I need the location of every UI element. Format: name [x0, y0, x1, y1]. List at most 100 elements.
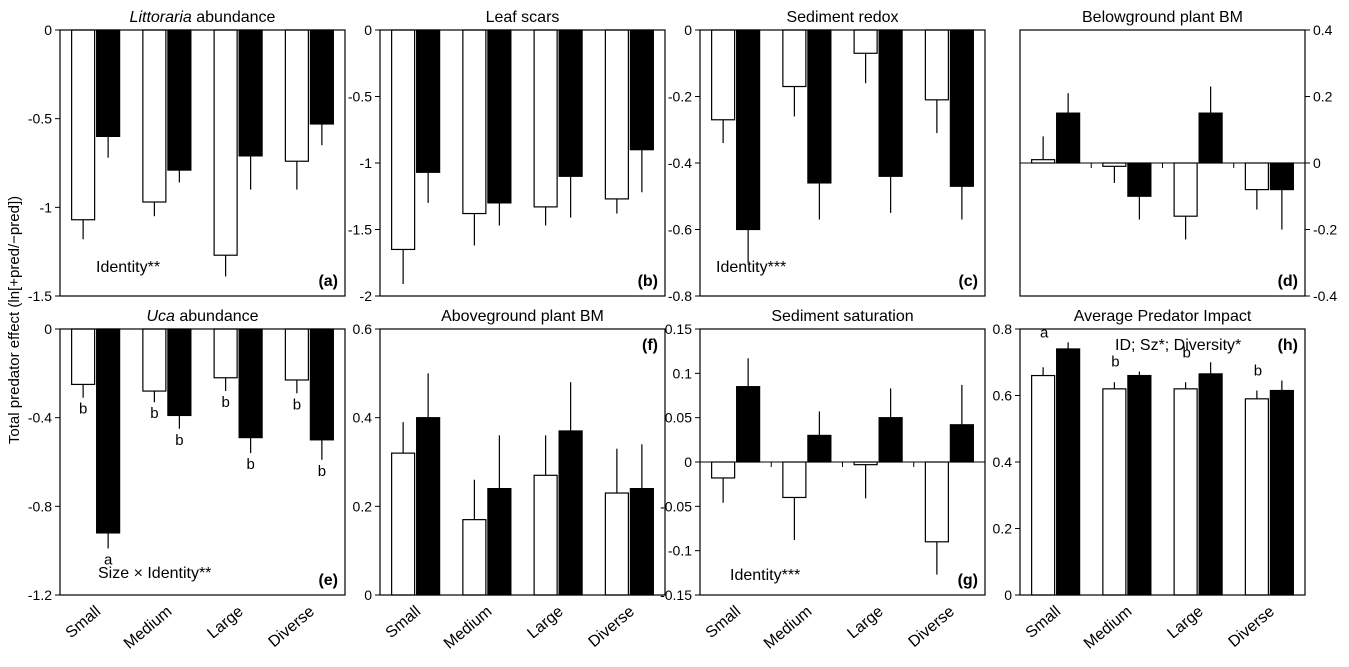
- stats-annotation: Size × Identity**: [98, 565, 211, 582]
- x-tick-label: Medium: [121, 603, 176, 653]
- bar-diverse-s1: [604, 492, 629, 596]
- bar-medium-s2: [167, 29, 192, 171]
- panel-title: Aboveground plant BM: [441, 308, 604, 325]
- panel-title: Average Predator Impact: [1074, 308, 1252, 325]
- panel-e: Uca abundancebabbbbbb0-0.4-0.8-1.2(e)Siz…: [28, 308, 346, 653]
- y-tick-label: 0: [684, 454, 692, 470]
- panel-f: Aboveground plant BM 0 0.2 0.4 0.6 (f) Small Me…: [353, 308, 666, 653]
- y-tick-label: -0.8: [28, 498, 52, 514]
- panel-letter: (a): [318, 273, 338, 290]
- x-tick-label: Diverse: [1225, 603, 1278, 651]
- stats-annotation: ID; Sz*; Diversity*: [1115, 337, 1241, 354]
- y-tick-label: 0.4: [353, 410, 373, 426]
- bar-diverse-s1: [1244, 398, 1269, 596]
- panel-title: Littoraria abundance: [130, 9, 276, 26]
- panel-letter: (d): [1278, 273, 1298, 290]
- x-tick-label: Large: [524, 603, 566, 642]
- bar-diverse-s2: [1269, 389, 1294, 596]
- bar-large-s2: [878, 417, 903, 463]
- panel-b: Leaf scars 0 -0.5 -1 -1.5 -2 (b): [348, 9, 666, 304]
- bar-large-s1: [1173, 388, 1198, 596]
- bar-large-s1: [533, 29, 558, 208]
- y-tick-label: 0.05: [665, 410, 692, 426]
- bar-small-s1: [711, 29, 736, 121]
- significance-letter: b: [318, 463, 326, 480]
- x-tick-label: Small: [383, 603, 425, 642]
- bar-large-s2: [878, 29, 903, 177]
- bar-diverse-s2: [949, 424, 974, 463]
- bar-medium-s2: [807, 434, 832, 463]
- bar-large-s2: [238, 328, 263, 439]
- bar-large-s1: [533, 474, 558, 596]
- y-tick-label: -0.5: [28, 111, 52, 127]
- y-tick-label: 0.6: [993, 388, 1013, 404]
- panel-letter: (h): [1278, 337, 1298, 354]
- y-tick-label: 0: [1004, 587, 1012, 603]
- bar-diverse-s2: [1269, 162, 1294, 191]
- bar-medium-s2: [1127, 162, 1152, 197]
- panel-a: Littoraria abundance 0 -0.5 -1 -1.5 (a) Identi…: [28, 9, 346, 304]
- panel-letter: (c): [958, 273, 978, 290]
- x-tick-label: Medium: [761, 603, 816, 653]
- y-tick-label: 0: [44, 321, 52, 337]
- significance-letter: b: [221, 394, 229, 411]
- bar-diverse-s1: [924, 461, 949, 543]
- plot-frame: [59, 328, 346, 596]
- bar-diverse-s2: [629, 29, 654, 151]
- panel-title: Sediment redox: [786, 9, 898, 26]
- x-tick-label: Small: [1023, 603, 1065, 642]
- bar-large-s1: [1173, 162, 1198, 217]
- x-tick-label: Small: [703, 603, 745, 642]
- y-tick-label: 0.6: [353, 321, 373, 337]
- bar-diverse-s1: [924, 29, 949, 101]
- panel-letter: (f): [642, 337, 658, 354]
- bar-small-s1: [711, 461, 736, 479]
- bar-diverse-s1: [284, 29, 309, 162]
- bar-small-s2: [736, 29, 761, 231]
- bar-medium-s1: [782, 461, 807, 499]
- y-tick-label: 0: [1313, 155, 1321, 171]
- bar-small-s2: [416, 29, 441, 173]
- x-tick-label: Large: [1164, 603, 1206, 642]
- bar-diverse-s1: [1244, 162, 1269, 191]
- x-tick-label: Diverse: [905, 603, 958, 651]
- significance-letter: b: [1182, 344, 1190, 361]
- significance-letter: b: [246, 456, 254, 473]
- significance-letter: b: [1111, 354, 1119, 371]
- plot-frame: [379, 328, 666, 596]
- y-tick-label: -0.5: [348, 89, 372, 105]
- panel-letter: (g): [958, 572, 978, 589]
- bar-small-s2: [1056, 112, 1081, 164]
- significance-letter: b: [175, 432, 183, 449]
- bar-medium-s1: [782, 29, 807, 88]
- bar-medium-s1: [462, 519, 487, 596]
- y-tick-label: -1: [40, 199, 53, 215]
- significance-letter: b: [79, 401, 87, 418]
- x-tick-label: Small: [63, 603, 105, 642]
- bar-diverse-s2: [949, 29, 974, 187]
- panel-title: Belowground plant BM: [1082, 9, 1243, 26]
- bar-large-s2: [238, 29, 263, 157]
- bar-medium-s1: [142, 29, 167, 203]
- y-tick-label: -0.15: [660, 587, 692, 603]
- plot-frame: [59, 29, 346, 297]
- bar-diverse-s1: [284, 328, 309, 381]
- y-tick-label: 0.4: [993, 454, 1013, 470]
- x-tick-label: Large: [204, 603, 246, 642]
- y-tick-label: -0.4: [28, 410, 52, 426]
- y-tick-label: 0.15: [665, 321, 692, 337]
- y-tick-label: -0.2: [1313, 222, 1337, 238]
- y-tick-label: -0.2: [668, 89, 692, 105]
- bar-large-s2: [558, 29, 583, 177]
- bar-medium-s2: [487, 29, 512, 204]
- panel-title: Uca abundance: [146, 308, 258, 325]
- panel-letter: (e): [318, 572, 338, 589]
- y-tick-label: -0.05: [660, 498, 692, 514]
- bar-small-s1: [71, 328, 96, 386]
- y-tick-label: 0.4: [1313, 22, 1333, 38]
- y-tick-label: 0.2: [1313, 89, 1333, 105]
- bar-medium-s2: [167, 328, 192, 417]
- bar-small-s1: [71, 29, 96, 221]
- y-tick-label: 0.1: [673, 365, 693, 381]
